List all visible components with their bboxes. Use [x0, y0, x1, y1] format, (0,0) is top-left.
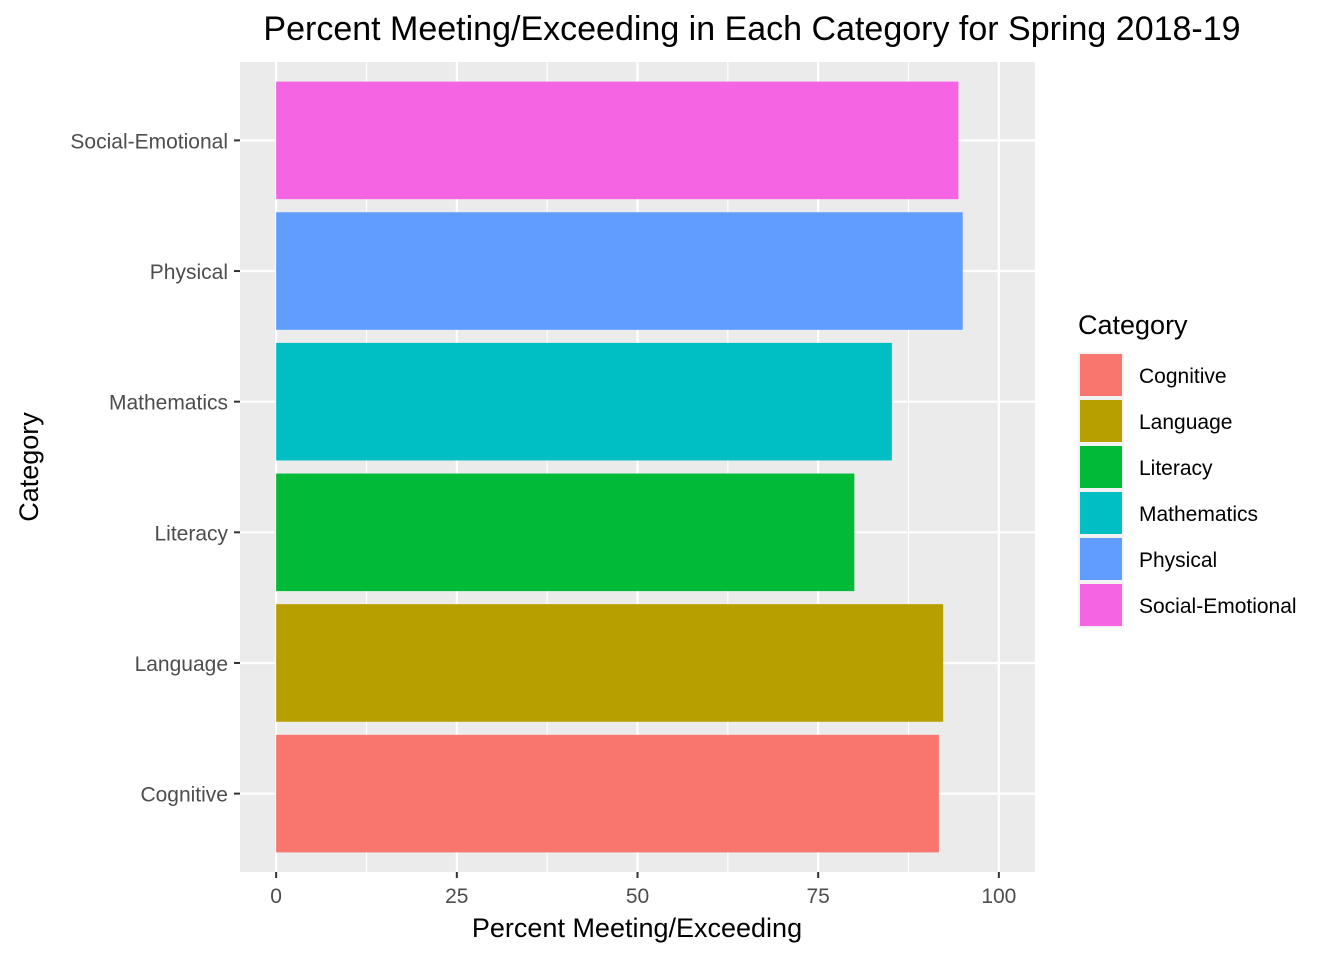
chart-title: Percent Meeting/Exceeding in Each Catego…	[263, 10, 1240, 48]
legend-label: Cognitive	[1139, 365, 1227, 388]
bar-social-emotional	[276, 81, 959, 200]
bar-mathematics	[276, 342, 892, 461]
legend-label: Social-Emotional	[1139, 595, 1297, 618]
y-tick-label: Mathematics	[109, 392, 228, 415]
y-tick-label: Social-Emotional	[70, 130, 228, 153]
y-tick-label: Cognitive	[140, 784, 228, 807]
bar-literacy	[276, 473, 855, 592]
bar-language	[276, 604, 944, 722]
x-tick-label: 25	[445, 885, 468, 908]
y-tick-label: Language	[135, 653, 228, 676]
legend-swatch	[1080, 538, 1122, 580]
x-tick-label: 75	[807, 885, 830, 908]
legend-label: Literacy	[1139, 457, 1213, 480]
x-tick-label: 0	[270, 885, 282, 908]
legend: Category Cognitive Language Literacy Mathem…	[1078, 310, 1297, 628]
bar-cognitive	[276, 734, 939, 853]
legend-swatch	[1080, 400, 1122, 442]
legend-swatch	[1080, 354, 1122, 396]
y-tick-label: Physical	[150, 261, 228, 284]
bars	[276, 81, 963, 853]
bar-physical	[276, 212, 963, 330]
x-tick-label: 50	[626, 885, 649, 908]
legend-title: Category	[1078, 310, 1188, 340]
y-axis-title: Category	[14, 412, 44, 522]
legend-label: Mathematics	[1139, 503, 1258, 526]
y-axis: Cognitive Language Literacy Mathematics Phys…	[70, 130, 240, 807]
x-axis: 0 25 50 75 100	[270, 872, 1016, 908]
legend-swatch	[1080, 446, 1122, 488]
y-tick-label: Literacy	[154, 522, 228, 545]
x-axis-title: Percent Meeting/Exceeding	[472, 913, 802, 943]
x-tick-label: 100	[981, 885, 1016, 908]
legend-label: Physical	[1139, 549, 1217, 572]
legend-swatch	[1080, 492, 1122, 534]
legend-swatch	[1080, 584, 1122, 626]
legend-label: Language	[1139, 411, 1232, 434]
